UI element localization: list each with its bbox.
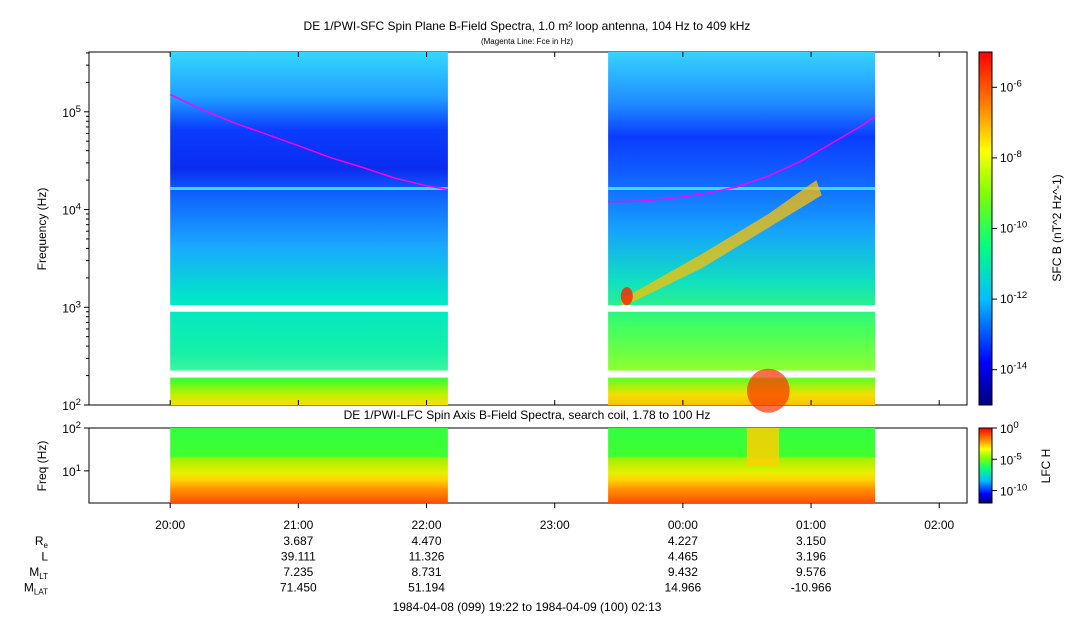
- x-tick-label: 01:00: [796, 518, 826, 532]
- ephem-row-label: MLT: [29, 565, 48, 581]
- lfc-cbar-tick-label: 100: [1000, 420, 1019, 436]
- sfc-y-tick-label: 102: [62, 397, 81, 413]
- ephem-value: -10.966: [791, 581, 832, 595]
- sfc-cbar-tick-label: 10-12: [1000, 290, 1027, 306]
- ephem-value: 71.450: [280, 581, 317, 595]
- lfc-spectrogram-panel: 102 101 Freq (Hz): [35, 420, 968, 504]
- lfc-data-block-1: [170, 428, 448, 503]
- ephem-value: 7.235: [283, 565, 313, 579]
- ephem-value: 3.196: [796, 550, 826, 564]
- sfc-colorbar-bar: [978, 51, 993, 406]
- sfc-cbar-tick-label: 10-6: [1000, 78, 1022, 94]
- lfc-data-blocks: [170, 428, 876, 503]
- lfc-y-tick-label: 101: [62, 463, 81, 479]
- sfc-emission-blob: [746, 368, 790, 413]
- ephem-value: 4.465: [668, 550, 698, 564]
- ephem-value: 3.150: [796, 534, 826, 548]
- x-tick-label: 02:00: [924, 518, 954, 532]
- time-range-label: 1984-04-08 (099) 19:22 to 1984-04-09 (10…: [393, 600, 662, 614]
- sfc-band-line-1: [170, 187, 448, 191]
- lfc-data-block-2: [608, 428, 876, 503]
- ephem-value: 39.111: [281, 550, 316, 564]
- lfc-colorbar-ticks: 100 10-5 10-10: [992, 420, 1027, 499]
- lfc-emission-burst: [746, 428, 780, 466]
- x-tick-label: 00:00: [668, 518, 698, 532]
- sfc-cbar-tick-label: 10-14: [1000, 361, 1028, 377]
- sfc-y-axis: 102 103 104 105: [62, 52, 89, 413]
- sfc-band-gap: [90, 305, 966, 312]
- fce-line-segment-2: [608, 115, 876, 203]
- lfc-title: DE 1/PWI-LFC Spin Axis B-Field Spectra, …: [344, 408, 711, 422]
- sfc-data-block-1: [170, 52, 448, 405]
- lfc-y-axis: 102 101: [62, 420, 89, 479]
- lfc-cbar-tick-label: 10-5: [1000, 451, 1022, 467]
- ephem-row-label: Re: [35, 534, 49, 550]
- fce-line-segment-1: [169, 93, 449, 191]
- sfc-y-label: Frequency (Hz): [35, 188, 49, 271]
- sfc-title: DE 1/PWI-SFC Spin Plane B-Field Spectra,…: [304, 19, 751, 33]
- lfc-colorbar-label: LFC H: [1039, 449, 1053, 484]
- lfc-colorbar: 100 10-5 10-10 LFC H: [978, 420, 1053, 504]
- sfc-cbar-tick-label: 10-10: [1000, 220, 1027, 236]
- x-tick-label: 21:00: [283, 518, 313, 532]
- lfc-cbar-tick-label: 10-10: [1000, 483, 1027, 499]
- sfc-data-blocks: [90, 52, 966, 413]
- sfc-emission-spot: [620, 287, 633, 306]
- x-tick-label: 23:00: [540, 518, 570, 532]
- ephem-value: 8.731: [412, 565, 442, 579]
- sfc-y-tick-label: 105: [62, 104, 81, 120]
- sfc-spectrogram-panel: 102 103 104 105 Frequency (Hz): [35, 51, 968, 413]
- lfc-y-label: Freq (Hz): [35, 441, 49, 492]
- ephem-value: 51.194: [408, 581, 445, 595]
- ephem-value: 3.687: [283, 534, 313, 548]
- ephem-value: 9.576: [796, 565, 826, 579]
- ephem-value: 9.432: [668, 565, 698, 579]
- sfc-y-tick-label: 104: [62, 202, 81, 218]
- x-tick-label: 22:00: [412, 518, 442, 532]
- sfc-data-block-2: [608, 52, 876, 405]
- sfc-subtitle: (Magenta Line: Fce in Hz): [481, 37, 573, 46]
- sfc-colorbar: 10-6 10-8 10-10 10-12 10-14 SFC B (nT^2 Hz^-…: [978, 51, 1064, 406]
- lfc-y-tick-label: 102: [62, 420, 81, 436]
- sfc-y-tick-label: 103: [62, 299, 81, 315]
- time-x-axis: 20:00 21:00 22:00 23:00 00:00 01:00 02:00: [155, 52, 955, 532]
- lfc-colorbar-bar: [978, 427, 993, 504]
- ephem-row-label: L: [41, 550, 48, 564]
- sfc-cbar-tick-label: 10-8: [1000, 149, 1022, 165]
- ephem-value: 14.966: [665, 581, 702, 595]
- ephem-value: 11.326: [409, 550, 445, 564]
- sfc-emission-streak: [621, 180, 822, 308]
- sfc-colorbar-label: SFC B (nT^2 Hz^-1): [1050, 174, 1064, 281]
- sfc-colorbar-ticks: 10-6 10-8 10-10 10-12 10-14: [992, 78, 1028, 377]
- ephem-row-label: MLAT: [24, 581, 48, 597]
- sfc-band-line-2: [608, 187, 876, 191]
- ephem-value: 4.227: [668, 534, 698, 548]
- ephem-value: 4.470: [412, 534, 442, 548]
- x-tick-label: 20:00: [155, 518, 185, 532]
- ephemeris-table: Re 3.687 4.470 4.227 3.150 L 39.111 11.326 4.465…: [24, 534, 832, 597]
